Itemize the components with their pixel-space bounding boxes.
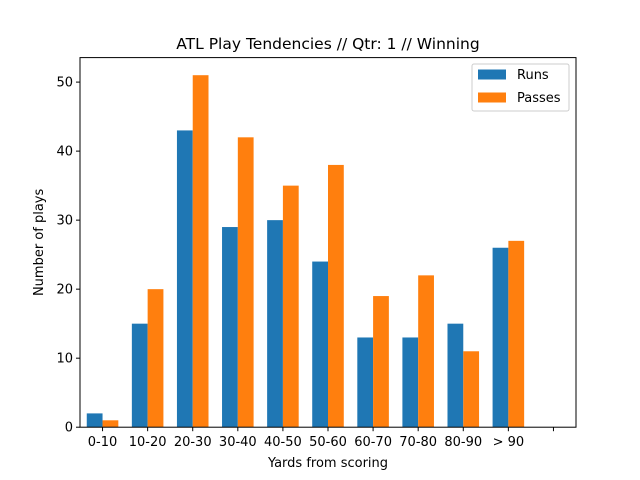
x-tick-label: 80-90 — [444, 435, 482, 450]
bar-runs-5 — [312, 261, 328, 428]
bar-passes-8 — [463, 351, 480, 428]
bar-runs-2 — [176, 130, 193, 428]
bar-passes-0 — [102, 420, 119, 428]
x-tick-label: 20-30 — [174, 435, 212, 450]
x-tick-label: 50-60 — [309, 435, 347, 450]
x-tick-label: > 90 — [493, 435, 525, 450]
x-axis-label: Yards from scoring — [267, 456, 388, 471]
y-tick-label: 50 — [56, 76, 73, 91]
bar-passes-2 — [192, 75, 209, 428]
plot-frame — [79, 57, 577, 428]
x-tick-label: 10-20 — [129, 435, 167, 450]
bar-runs-8 — [447, 323, 464, 428]
bar-runs-7 — [402, 337, 419, 428]
bar-passes-7 — [418, 275, 434, 428]
chart-title: ATL Play Tendencies // Qtr: 1 // Winning — [176, 35, 479, 53]
y-tick-label: 40 — [56, 145, 73, 160]
bar-runs-9 — [492, 247, 509, 428]
legend: Runs Passes — [471, 63, 570, 112]
y-axis-label: Number of plays — [32, 189, 47, 297]
bar-passes-3 — [237, 137, 254, 428]
y-tick-label: 0 — [65, 421, 73, 436]
y-tick-label: 30 — [56, 214, 73, 229]
bar-passes-9 — [508, 240, 525, 428]
y-tick-label: 20 — [56, 283, 73, 298]
x-tick-label: 0-10 — [88, 435, 118, 450]
bar-passes-6 — [373, 296, 389, 428]
bar-passes-4 — [282, 185, 299, 428]
bar-runs-1 — [131, 323, 148, 428]
bar-passes-5 — [328, 164, 344, 428]
x-tick-label: 60-70 — [354, 435, 392, 450]
x-tick-label: 70-80 — [399, 435, 437, 450]
bar-runs-3 — [222, 227, 238, 428]
y-axis-ticks: 0 10 20 30 40 50 — [56, 76, 80, 436]
x-tick-label: 40-50 — [264, 435, 302, 450]
bar-runs-0 — [86, 413, 103, 428]
y-tick-label: 10 — [56, 352, 73, 367]
x-axis-ticks: 0-10 10-20 20-30 30-40 40-50 50-60 60-70 70-80 8… — [88, 427, 554, 450]
legend-swatch-passes — [478, 92, 506, 103]
legend-swatch-runs — [478, 69, 506, 80]
bar-runs-6 — [357, 337, 374, 428]
bar-passes-1 — [147, 289, 164, 428]
x-tick-label: 30-40 — [219, 435, 257, 450]
legend-label-runs: Runs — [517, 68, 549, 83]
legend-label-passes: Passes — [517, 91, 561, 106]
bars — [86, 75, 525, 428]
bar-runs-4 — [267, 220, 283, 428]
